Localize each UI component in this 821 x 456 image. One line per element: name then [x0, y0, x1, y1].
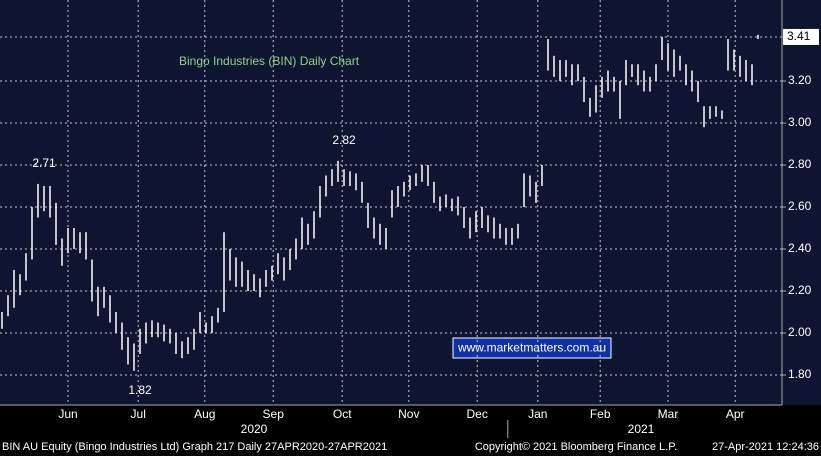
axis-area	[782, 0, 821, 405]
annotation: 1.82	[128, 383, 152, 397]
y-tick-label: 3.20	[788, 73, 812, 87]
year-label: 2021	[628, 422, 655, 436]
y-tick-label: 3.00	[788, 115, 812, 129]
footer-right: 27-Apr-2021 12:24:36	[712, 441, 819, 453]
last-price-box	[783, 28, 819, 45]
y-tick-label: 2.80	[788, 157, 812, 171]
annotation: 2.71	[32, 156, 56, 170]
x-tick-label: Jun	[58, 407, 77, 421]
watermark: www.marketmatters.com.au	[457, 341, 606, 355]
annotation: 2.82	[332, 133, 356, 147]
x-tick-label: Feb	[590, 407, 611, 421]
y-tick-label: 2.00	[788, 325, 812, 339]
x-tick-label: Sep	[263, 407, 285, 421]
watermark-box	[452, 337, 612, 359]
y-tick-label: 1.80	[788, 367, 812, 381]
x-tick-label: Apr	[726, 407, 745, 421]
x-tick-label: Mar	[658, 407, 679, 421]
x-tick-label: Nov	[398, 407, 419, 421]
year-label: 2020	[241, 422, 268, 436]
x-tick-label: Aug	[194, 407, 215, 421]
x-tick-label: Jul	[131, 407, 146, 421]
y-tick-label: 2.20	[788, 283, 812, 297]
footer-left: BIN AU Equity (Bingo Industries Ltd) Gra…	[2, 441, 387, 453]
x-tick-label: Oct	[333, 407, 352, 421]
x-tick-label: Jan	[528, 407, 547, 421]
y-tick-label: 2.60	[788, 199, 812, 213]
y-tick-label: 2.40	[788, 241, 812, 255]
chart-title: Bingo Industries (BIN) Daily Chart	[179, 54, 360, 68]
last-price-label: 3.41	[787, 29, 811, 43]
plot-area	[0, 0, 782, 405]
footer-center: Copyright© 2021 Bloomberg Finance L.P.	[475, 441, 677, 453]
x-tick-label: Dec	[467, 407, 488, 421]
